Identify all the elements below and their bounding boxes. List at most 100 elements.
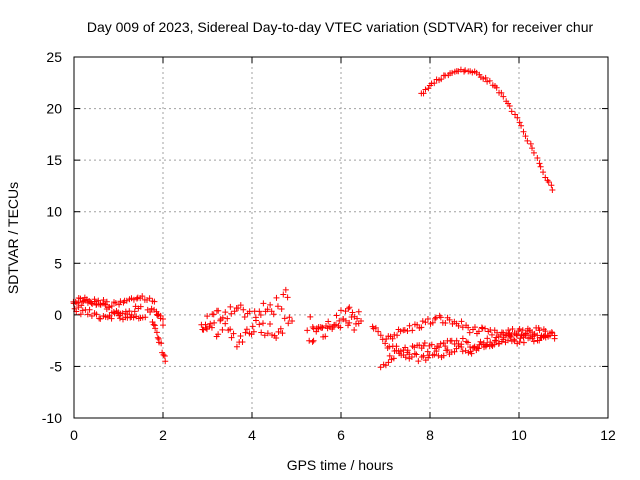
data-point-marker (401, 327, 408, 334)
data-point-marker (257, 312, 264, 319)
data-point-marker (77, 311, 84, 318)
data-point-marker (268, 332, 275, 339)
data-point-marker (289, 318, 296, 325)
data-point-marker (286, 314, 293, 321)
series-block-3b (200, 314, 296, 350)
data-point-marker (377, 332, 384, 339)
data-point-marker (435, 352, 442, 359)
data-point-marker (420, 90, 427, 97)
x-tick-label: 0 (70, 427, 78, 443)
data-point-marker (242, 329, 249, 336)
data-point-marker (466, 329, 473, 336)
data-point-marker (462, 67, 469, 74)
data-point-marker (382, 340, 389, 347)
data-point-marker (375, 328, 382, 335)
data-point-marker (421, 340, 428, 347)
x-tick-label: 12 (600, 427, 616, 443)
data-point-marker (386, 352, 393, 359)
data-point-marker (424, 315, 431, 322)
data-point-marker (424, 348, 431, 355)
data-point-marker (409, 327, 416, 334)
data-point-marker (540, 169, 547, 176)
data-point-marker (425, 85, 432, 92)
data-point-marker (509, 326, 516, 333)
y-tick-label: 5 (54, 255, 62, 271)
data-point-marker (422, 86, 429, 93)
data-point-marker (237, 332, 244, 339)
data-point-marker (227, 326, 234, 333)
data-point-marker (422, 319, 429, 326)
y-tick-label: 15 (46, 152, 62, 168)
x-axis: 0 2 4 6 8 10 12 (70, 57, 616, 443)
data-point-marker (231, 308, 238, 315)
data-point-marker (477, 338, 484, 345)
data-point-marker (498, 89, 505, 96)
data-point-marker (160, 322, 166, 329)
data-point-marker (88, 300, 95, 307)
data-point-marker (522, 133, 529, 140)
data-point-marker (116, 301, 123, 308)
data-point-marker (500, 93, 507, 100)
data-point-marker (112, 300, 119, 307)
data-point-marker (514, 114, 521, 121)
data-point-marker (488, 331, 495, 338)
data-point-marker (284, 294, 291, 301)
data-point-marker (529, 145, 536, 152)
data-point-marker (464, 339, 471, 346)
data-point-marker (239, 339, 246, 346)
data-point-marker (390, 355, 397, 362)
data-point-marker (280, 291, 287, 298)
data-point-marker (273, 335, 280, 342)
data-point-marker (264, 330, 271, 337)
data-point-marker (442, 72, 449, 79)
data-point-marker (437, 314, 444, 321)
data-point-marker (96, 315, 103, 322)
data-point-marker (519, 327, 526, 334)
chart-title: Day 009 of 2023, Sidereal Day-to-day VTE… (87, 19, 594, 35)
data-point-marker (402, 344, 409, 351)
data-point-marker (211, 319, 218, 326)
data-point-marker (377, 364, 384, 371)
data-point-marker (219, 326, 226, 333)
data-point-marker (273, 294, 280, 301)
data-point-marker (459, 335, 466, 342)
data-point-marker (431, 351, 438, 358)
data-point-marker (526, 327, 533, 334)
data-point-marker (459, 324, 466, 331)
data-point-marker (348, 314, 355, 321)
data-point-marker (77, 295, 84, 302)
data-point-marker (126, 308, 133, 315)
data-point-marker (516, 119, 523, 126)
data-point-marker (81, 294, 88, 301)
data-point-marker (355, 308, 362, 315)
data-point-marker (324, 325, 331, 332)
data-point-marker (449, 69, 456, 76)
data-point-marker (151, 298, 158, 305)
data-point-marker (162, 358, 169, 365)
data-point-marker (250, 328, 257, 335)
data-point-marker (161, 352, 168, 359)
y-tick-label: 20 (46, 101, 62, 117)
data-point-marker (310, 337, 317, 344)
data-point-marker (542, 334, 549, 341)
data-point-marker (139, 293, 146, 300)
data-point-marker (202, 321, 209, 328)
data-point-marker (530, 338, 537, 345)
data-point-marker (404, 328, 411, 335)
y-axis: -10 -5 0 5 10 15 20 25 (42, 49, 608, 426)
data-point-marker (249, 323, 256, 330)
data-point-marker (433, 348, 440, 355)
data-point-marker (261, 332, 268, 339)
data-point-marker (275, 328, 282, 335)
data-point-marker (124, 311, 131, 318)
data-point-marker (228, 334, 235, 341)
data-point-marker (117, 298, 124, 305)
data-point-marker (394, 332, 401, 339)
data-point-marker (513, 331, 520, 338)
data-point-marker (442, 343, 449, 350)
data-point-marker (103, 298, 110, 305)
y-tick-label: 10 (46, 204, 62, 220)
x-tick-label: 10 (511, 427, 527, 443)
data-point-marker (259, 320, 266, 327)
data-point-marker (404, 349, 411, 356)
